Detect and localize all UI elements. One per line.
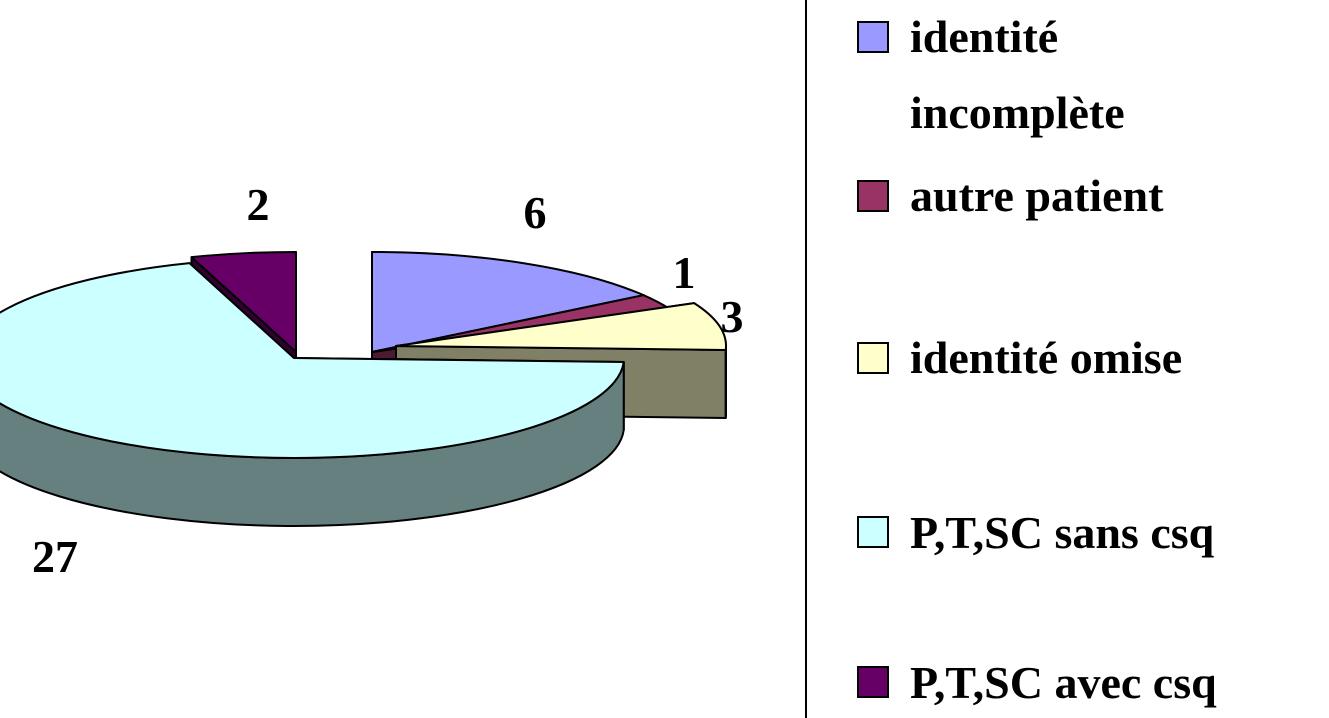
- legend-label-sans-csq: P,T,SC sans csq: [910, 507, 1215, 558]
- legend-label-identite-incomplete-line2: incomplète: [910, 87, 1125, 138]
- pie-slice-0-top: [371, 251, 645, 353]
- legend-swatch-identite-incomplete: [857, 21, 889, 53]
- pie-slice-4-top: [190, 251, 297, 353]
- data-label-sans-csq: 27: [32, 531, 78, 582]
- pie-slice-2-top: [395, 302, 727, 352]
- legend-swatch-autre-patient: [857, 180, 889, 212]
- data-label-identite-omise: 3: [721, 291, 744, 342]
- data-label-avec-csq: 2: [247, 179, 270, 230]
- legend-label-identite-omise: identité omise: [910, 332, 1182, 383]
- legend-label-identite-incomplete-line1: identité: [910, 11, 1058, 62]
- pie-slice-3: [0, 262, 625, 527]
- legend-label-autre-patient: autre patient: [910, 170, 1164, 221]
- legend: identité incomplète autre patient identi…: [857, 11, 1217, 708]
- legend-label-avec-csq: P,T,SC avec csq: [910, 657, 1217, 708]
- legend-swatch-identite-omise: [857, 342, 889, 374]
- legend-swatch-sans-csq: [857, 516, 889, 548]
- data-label-identite-incomplete: 6: [524, 187, 547, 238]
- data-label-autre-patient: 1: [673, 247, 696, 298]
- pie-slice-3-top: [0, 262, 625, 459]
- pie-slices: [0, 251, 727, 527]
- data-labels: 6 1 3 27 2: [32, 179, 744, 582]
- legend-swatch-avec-csq: [857, 666, 889, 698]
